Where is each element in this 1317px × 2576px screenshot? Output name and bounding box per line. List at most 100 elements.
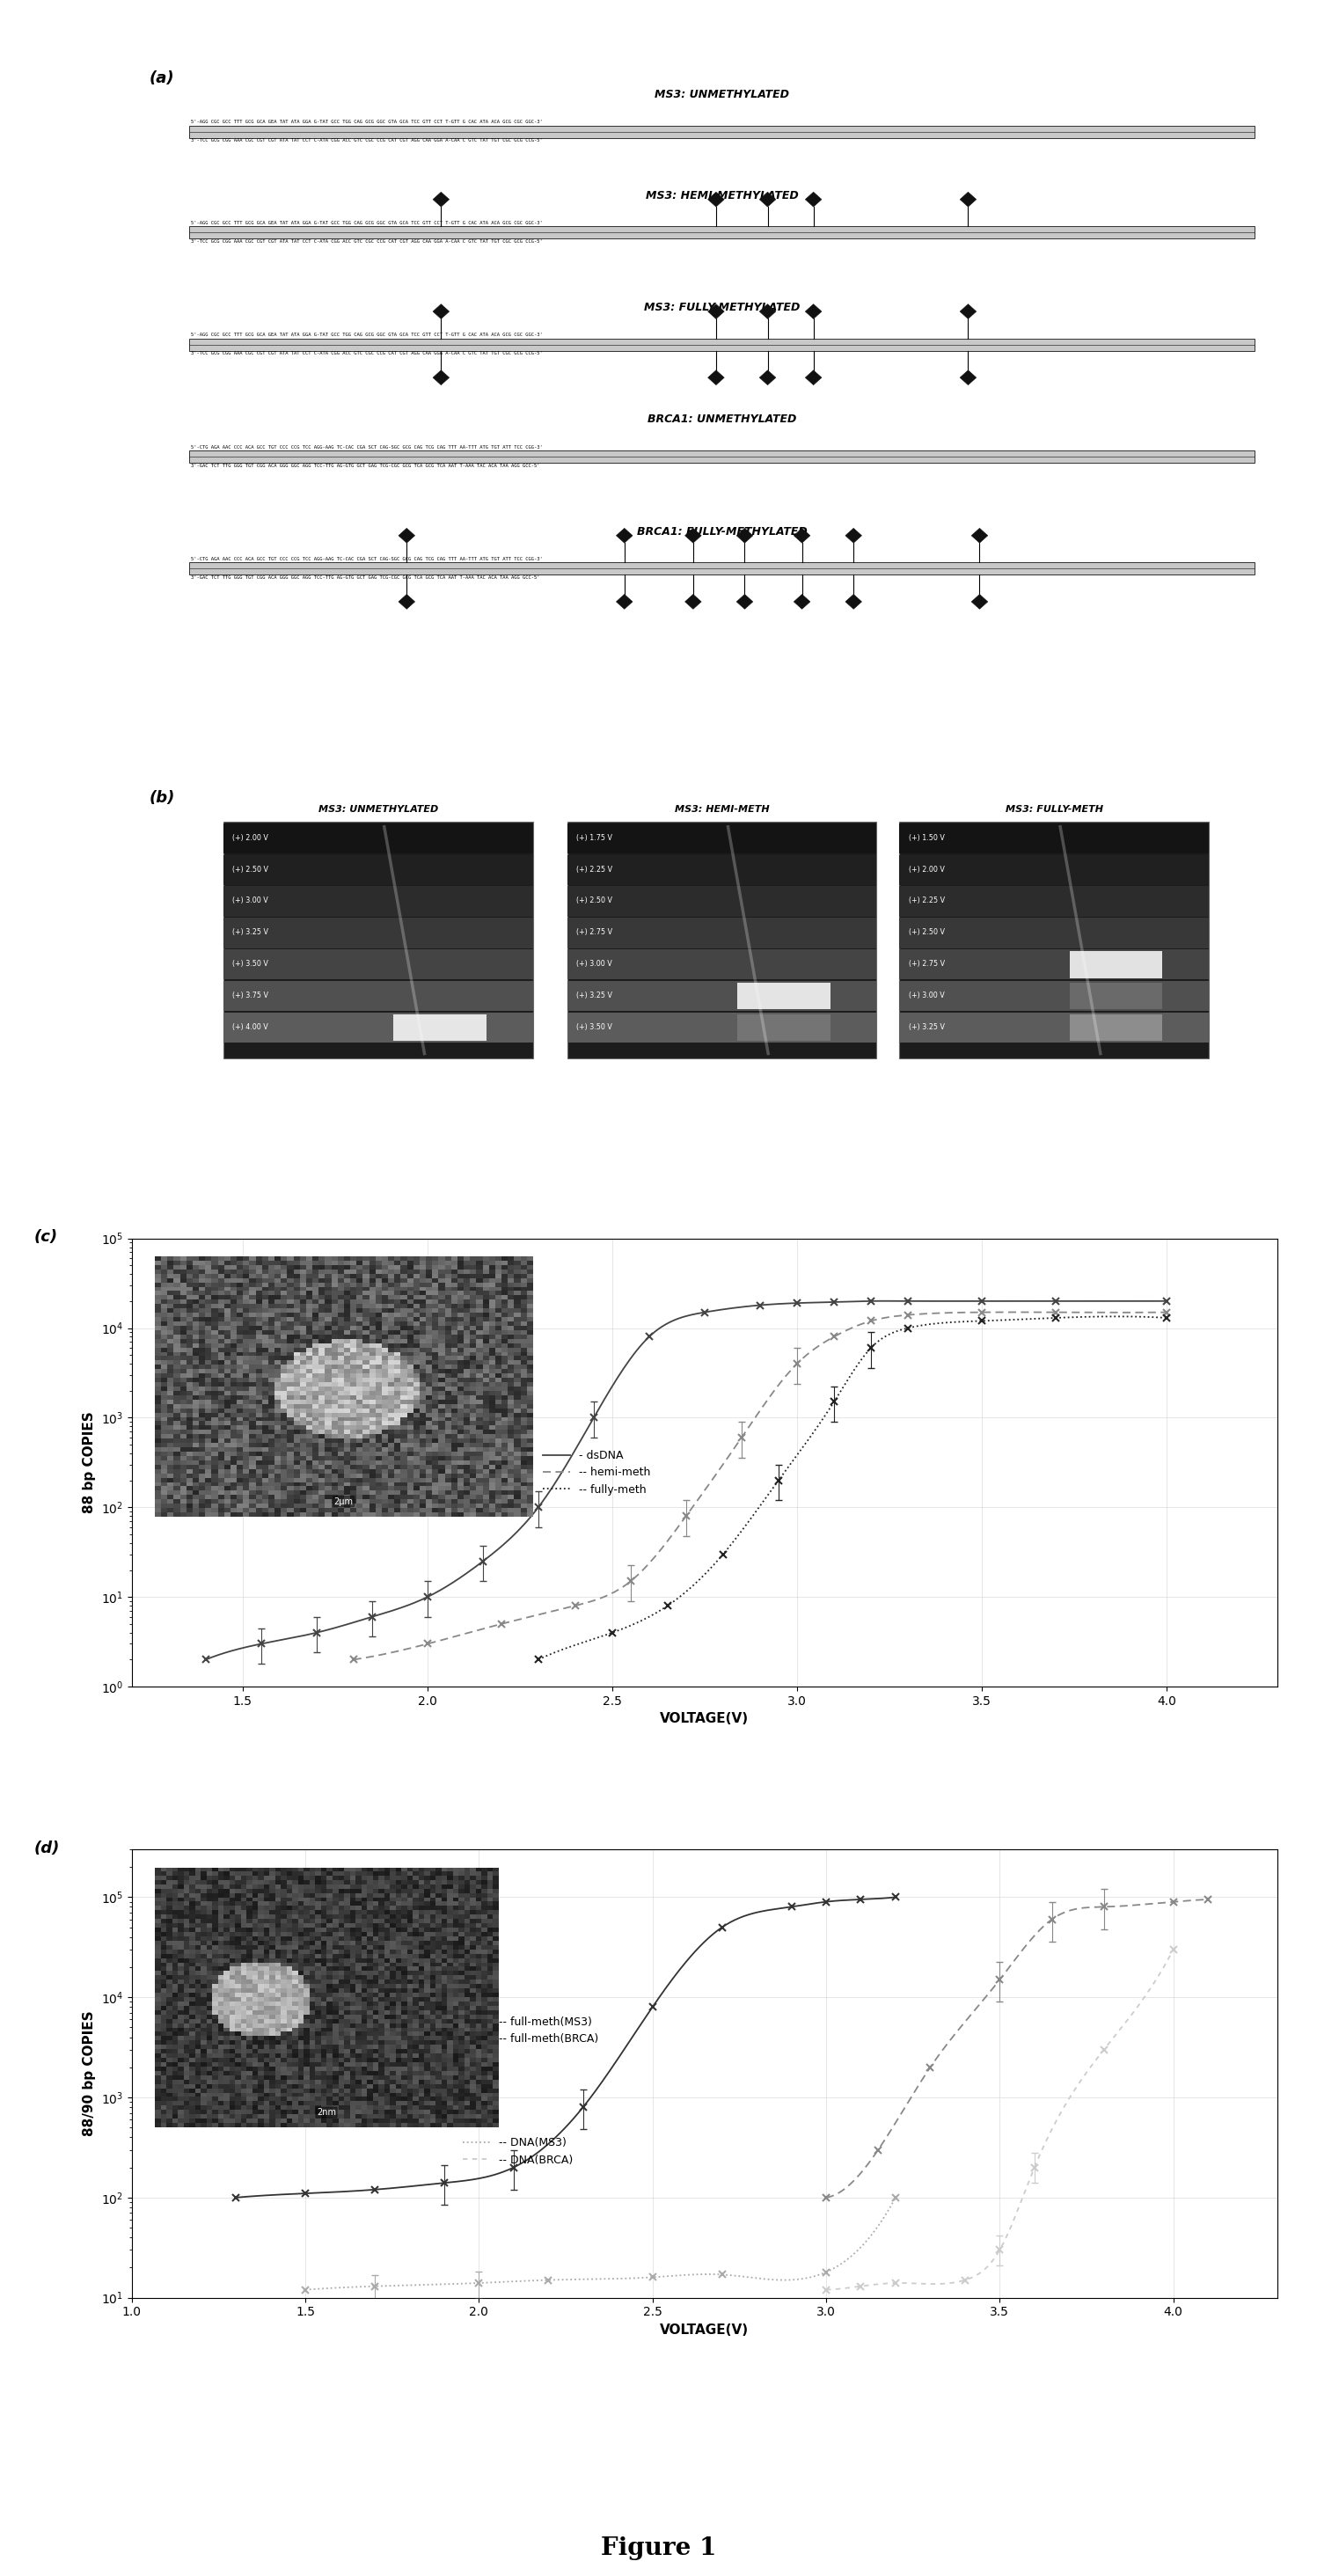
Polygon shape — [794, 595, 810, 608]
Polygon shape — [685, 595, 702, 608]
Bar — [224, 886, 532, 917]
Polygon shape — [736, 595, 753, 608]
Bar — [900, 822, 1209, 1059]
Bar — [900, 886, 1209, 917]
Polygon shape — [707, 193, 724, 206]
Text: MS3: HEMI-METH: MS3: HEMI-METH — [674, 804, 769, 814]
Polygon shape — [433, 304, 449, 319]
Polygon shape — [736, 528, 753, 544]
Bar — [224, 1012, 532, 1043]
Text: 5'-CTG AGA AAC CCC ACA GCC TGT CCC CCG TCC AGG-AAG TC-CAC CGA SCT CAG-SGC GCG CA: 5'-CTG AGA AAC CCC ACA GCC TGT CCC CCG T… — [191, 446, 543, 448]
Bar — [190, 562, 1255, 574]
Bar — [568, 822, 877, 1059]
Polygon shape — [685, 528, 702, 544]
Text: (+) 3.25 V: (+) 3.25 V — [909, 1023, 944, 1030]
Bar — [224, 822, 532, 1059]
Text: (+) 2.50 V: (+) 2.50 V — [577, 896, 612, 904]
Polygon shape — [760, 371, 776, 384]
Bar — [394, 1015, 486, 1041]
Text: 5'-AGG CGC GCC TTT GCG GCA GEA TAT ATA GGA G-TAT GCC TGG CAG GCG GGC GTA GCA TCC: 5'-AGG CGC GCC TTT GCG GCA GEA TAT ATA G… — [191, 222, 543, 224]
Text: (c): (c) — [34, 1229, 58, 1244]
Text: (+) 2.50 V: (+) 2.50 V — [909, 927, 944, 935]
Text: (+) 3.00 V: (+) 3.00 V — [233, 896, 269, 904]
Text: (+) 2.75 V: (+) 2.75 V — [577, 927, 612, 935]
Polygon shape — [972, 595, 988, 608]
Polygon shape — [794, 528, 810, 544]
Polygon shape — [433, 193, 449, 206]
Bar — [190, 451, 1255, 464]
Text: (+) 2.00 V: (+) 2.00 V — [233, 835, 269, 842]
Text: 3'-GAC TCT TTG GGG TGT CGG ACA GGG GGC AGG TCC-TTG AG-GTG GCT GAG TCG-CGC GCG TC: 3'-GAC TCT TTG GGG TGT CGG ACA GGG GGC A… — [191, 574, 540, 580]
Bar — [568, 1012, 877, 1043]
Polygon shape — [846, 528, 861, 544]
Text: (+) 2.00 V: (+) 2.00 V — [909, 866, 944, 873]
Bar — [190, 126, 1255, 137]
Text: (+) 3.50 V: (+) 3.50 V — [233, 961, 269, 969]
Bar — [900, 981, 1209, 1010]
Text: (+) 3.00 V: (+) 3.00 V — [577, 961, 612, 969]
Text: MS3: FULLY-METH: MS3: FULLY-METH — [1005, 804, 1102, 814]
Bar — [900, 855, 1209, 886]
Polygon shape — [960, 193, 976, 206]
Bar — [1069, 1015, 1163, 1041]
Text: (+) 1.75 V: (+) 1.75 V — [577, 835, 612, 842]
Text: 5'-AGG CGC GCC TTT GCG GCA GEA TAT ATA GGA G-TAT GCC TGG CAG GCG GGC GTA GCA TCC: 5'-AGG CGC GCC TTT GCG GCA GEA TAT ATA G… — [191, 332, 543, 337]
Y-axis label: 88 bp COPIES: 88 bp COPIES — [83, 1412, 96, 1515]
Text: MS3: HEMI-METHYLATED: MS3: HEMI-METHYLATED — [645, 191, 798, 201]
Bar — [224, 981, 532, 1010]
Polygon shape — [846, 595, 861, 608]
Text: 3'-TCC GCG CGG AAA CGC CGT CGT ATA TAT CCT C-ATA CGG ACC GTC CGC CCG CAT CGT AGG: 3'-TCC GCG CGG AAA CGC CGT CGT ATA TAT C… — [191, 350, 543, 355]
Bar — [224, 824, 532, 853]
Bar — [738, 981, 830, 1010]
Text: MS3: UNMETHYLATED: MS3: UNMETHYLATED — [655, 88, 789, 100]
Bar — [900, 1012, 1209, 1043]
Polygon shape — [972, 528, 988, 544]
Bar — [568, 951, 877, 979]
Text: MS3: UNMETHYLATED: MS3: UNMETHYLATED — [319, 804, 439, 814]
Polygon shape — [616, 595, 632, 608]
Bar — [568, 824, 877, 853]
Text: 3'-TCC GCG CGG AAA CGC CGT CGT ATA TAT CCT C-ATA CGG ACC GTC CGC CCG CAT CGT AGG: 3'-TCC GCG CGG AAA CGC CGT CGT ATA TAT C… — [191, 240, 543, 245]
Polygon shape — [760, 193, 776, 206]
Bar — [224, 917, 532, 948]
Polygon shape — [760, 304, 776, 319]
Polygon shape — [399, 595, 415, 608]
Text: (+) 2.50 V: (+) 2.50 V — [233, 866, 269, 873]
Polygon shape — [707, 304, 724, 319]
Bar — [1069, 951, 1163, 979]
Bar — [900, 917, 1209, 948]
Text: (d): (d) — [34, 1839, 61, 1857]
Text: 3'-GAC TCT TTG GGG TGT CGG ACA GGG GGC AGG TCC-TTG AG-GTG GCT GAG TCG-CGC GCG TC: 3'-GAC TCT TTG GGG TGT CGG ACA GGG GGC A… — [191, 464, 540, 469]
Bar — [738, 1015, 830, 1041]
Text: MS3: FULLY-METHYLATED: MS3: FULLY-METHYLATED — [644, 301, 799, 314]
Text: 3'-TCC GCG CGG AAA CGC CGT CGT ATA TAT CCT C-ATA CGG ACC GTC CGC CCG CAT CGT AGG: 3'-TCC GCG CGG AAA CGC CGT CGT ATA TAT C… — [191, 139, 543, 142]
Polygon shape — [960, 371, 976, 384]
Bar — [224, 855, 532, 886]
Bar — [900, 951, 1209, 979]
Text: 5'-AGG CGC GCC TTT GCG GCA GEA TAT ATA GGA G-TAT GCC TGG CAG GCG GGC GTA GCA TCC: 5'-AGG CGC GCC TTT GCG GCA GEA TAT ATA G… — [191, 121, 543, 124]
Text: BRCA1: UNMETHYLATED: BRCA1: UNMETHYLATED — [647, 415, 797, 425]
Polygon shape — [616, 528, 632, 544]
Text: BRCA1: FULLY-METHYLATED: BRCA1: FULLY-METHYLATED — [636, 526, 807, 538]
Bar — [224, 951, 532, 979]
Bar — [568, 886, 877, 917]
Y-axis label: 88/90 bp COPIES: 88/90 bp COPIES — [83, 2012, 96, 2136]
Legend: -- DNA(MS3), -- DNA(BRCA): -- DNA(MS3), -- DNA(BRCA) — [458, 2133, 577, 2169]
Bar — [568, 917, 877, 948]
Polygon shape — [960, 304, 976, 319]
Text: (+) 3.00 V: (+) 3.00 V — [909, 992, 944, 999]
Polygon shape — [805, 304, 822, 319]
Bar — [900, 824, 1209, 853]
Text: (+) 4.00 V: (+) 4.00 V — [233, 1023, 269, 1030]
Bar — [568, 855, 877, 886]
Bar — [190, 227, 1255, 240]
Text: (+) 3.25 V: (+) 3.25 V — [233, 927, 269, 935]
Bar — [1069, 981, 1163, 1010]
Bar — [568, 981, 877, 1010]
Text: (+) 3.25 V: (+) 3.25 V — [577, 992, 612, 999]
Text: (+) 2.25 V: (+) 2.25 V — [909, 896, 944, 904]
Text: (+) 3.50 V: (+) 3.50 V — [577, 1023, 612, 1030]
Text: (a): (a) — [149, 70, 174, 85]
Text: 5'-CTG AGA AAC CCC ACA GCC TGT CCC CCG TCC AGG-AAG TC-CAC CGA SCT CAG-SGC GCG CA: 5'-CTG AGA AAC CCC ACA GCC TGT CCC CCG T… — [191, 556, 543, 562]
Text: (b): (b) — [149, 791, 175, 806]
